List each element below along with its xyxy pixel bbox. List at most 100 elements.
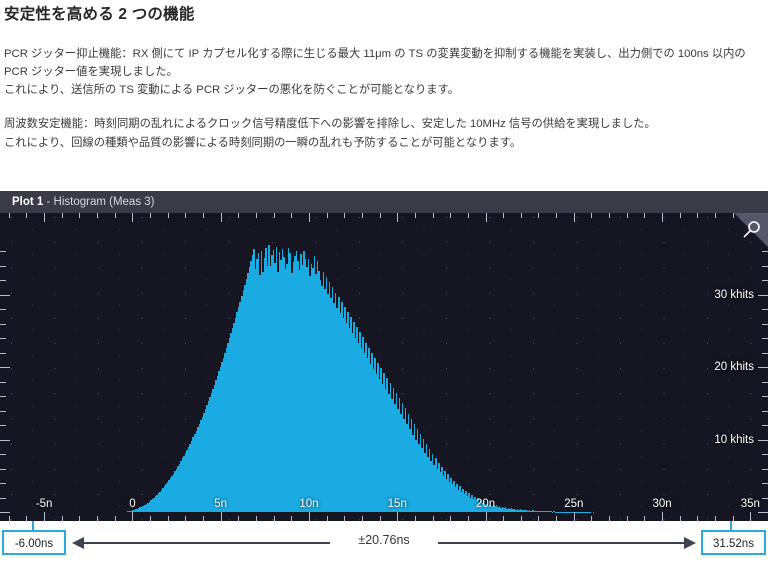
axis-tick [44,512,46,521]
histogram-bar [306,267,308,512]
histogram-bar [416,428,419,512]
histogram-bar [371,352,373,512]
histogram-bar [454,487,457,512]
histogram-bar [441,467,443,512]
axis-tick [97,213,99,218]
axis-tick [132,213,134,222]
histogram-bar [348,328,351,512]
histogram-bar [209,397,211,512]
histogram-bar [336,307,338,512]
histogram-bar [535,510,537,512]
histogram-bar [369,363,372,512]
histogram-bar [334,292,337,512]
histogram-bar [207,401,210,512]
histogram-bar [212,388,214,512]
histogram-bar [156,494,158,512]
axis-tick [150,213,152,218]
histogram-bar [453,480,455,512]
histogram-bar [471,494,473,512]
histogram-bar [494,506,496,512]
x-tick-label: 10n [299,498,319,510]
histogram-bar [544,511,546,512]
histogram-bar [321,286,323,512]
histogram-bar [422,438,425,512]
histogram-bar [295,250,298,512]
histogram-bar [481,502,484,512]
histogram-bar [337,296,340,512]
histogram-bar [475,500,478,512]
histogram-bar [365,342,367,512]
x-tick-label: 0 [129,498,136,510]
histogram-bar [215,380,217,512]
histogram-bar [328,282,331,512]
histogram-bar [395,393,398,512]
histogram-bar [489,503,492,512]
histogram-bar [347,312,349,512]
paragraph-pcr-jitter-effect: これにより、送信所の TS 変動による PCR ジッターの悪化を防ぐことが可能と… [4,84,460,97]
histogram-bar [450,477,452,512]
axis-tick [308,213,310,222]
histogram-bar [178,463,181,512]
axis-tick [679,213,681,218]
histogram-bar [415,439,417,512]
plot-canvas[interactable]: -5n 0 5n 10n 15n 20n 25n 30n 35n 10 khits 20 khit… [0,213,768,521]
right-value-box[interactable]: 31.52ns [701,530,766,555]
axis-tick [432,213,434,218]
histogram-bar [345,322,348,512]
axis-tick [573,213,575,222]
histogram-bar [513,508,516,512]
histogram-bar [300,254,302,512]
histogram-bar [128,510,131,512]
histogram-bar [492,504,495,512]
histogram-bar [428,448,431,512]
histogram-bar [313,255,316,512]
histogram-bar [510,508,513,512]
histogram-bar [228,338,231,512]
histogram-bar [294,256,296,512]
histogram-bar [195,430,198,512]
magnifier-icon[interactable] [734,213,768,247]
left-value-box[interactable]: -6.00ns [2,530,66,555]
histogram-bar [491,505,493,512]
histogram-bar [436,468,439,512]
histogram-bar [142,505,144,512]
histogram-bar [160,489,163,512]
histogram-bar [386,378,388,512]
histogram-bar [360,348,363,512]
histogram-bar [304,258,307,512]
histogram-bar [404,408,407,512]
histogram-bar [462,488,464,512]
histogram-bar [280,259,282,512]
histogram-plot-panel: Plot 1 - Histogram (Meas 3) -5n 0 5n 10n 15n… [0,191,768,521]
histogram-bar [478,501,481,512]
histogram-bar [274,262,276,512]
histogram-bar [248,267,251,512]
arrow-head-right-icon [684,537,696,549]
histogram-bar [421,448,423,512]
histogram-bar [315,273,317,512]
histogram-bar [506,508,508,512]
histogram-bar [330,297,332,512]
axis-tick [256,213,257,218]
histogram-bar [431,454,434,512]
histogram-bar [451,484,454,512]
histogram-bar [136,508,138,512]
histogram-bar [219,367,222,512]
axis-tick [114,213,116,218]
axis-tick [662,213,664,222]
axis-tick [697,213,699,218]
histogram-bar [434,458,437,512]
histogram-bar [472,498,475,512]
histogram-bar [284,268,287,512]
histogram-bar [512,509,514,512]
histogram-bar [244,284,246,512]
histogram-bar [486,502,489,512]
axis-tick [291,213,293,218]
histogram-bar [550,511,552,512]
histogram-bar [301,265,304,512]
histogram-bar [542,511,545,512]
axis-tick [503,213,505,218]
histogram-bar [203,412,205,512]
histogram-bar [198,423,201,512]
histogram-bar [354,338,357,512]
